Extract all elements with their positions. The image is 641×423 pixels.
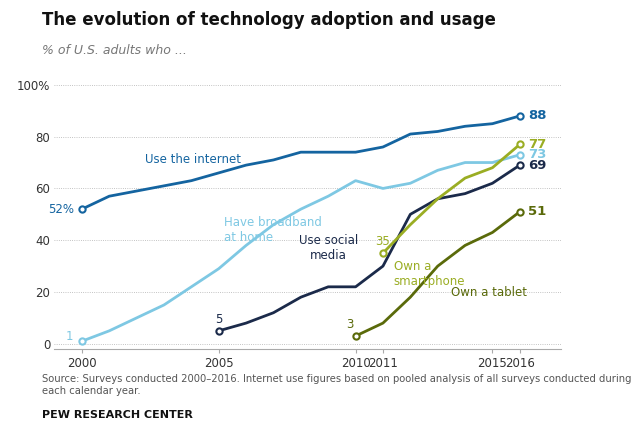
Text: Use social
media: Use social media <box>299 234 358 262</box>
Text: 73: 73 <box>528 148 546 161</box>
Text: 77: 77 <box>528 138 546 151</box>
Text: Own a tablet: Own a tablet <box>451 286 528 299</box>
Text: 69: 69 <box>528 159 546 172</box>
Text: Own a
smartphone: Own a smartphone <box>394 260 465 288</box>
Text: 3: 3 <box>346 318 354 331</box>
Text: 51: 51 <box>528 205 546 218</box>
Text: Use the internet: Use the internet <box>145 154 241 166</box>
Text: Source: Surveys conducted 2000–2016. Internet use figures based on pooled analys: Source: Surveys conducted 2000–2016. Int… <box>42 374 631 396</box>
Text: 88: 88 <box>528 110 547 122</box>
Text: 52%: 52% <box>47 203 74 216</box>
Text: Have broadband
at home: Have broadband at home <box>224 216 322 244</box>
Text: PEW RESEARCH CENTER: PEW RESEARCH CENTER <box>42 410 192 420</box>
Text: The evolution of technology adoption and usage: The evolution of technology adoption and… <box>42 11 495 29</box>
Text: 1: 1 <box>66 330 74 343</box>
Text: % of U.S. adults who ...: % of U.S. adults who ... <box>42 44 187 58</box>
Text: 35: 35 <box>376 235 390 248</box>
Text: 5: 5 <box>215 313 222 326</box>
